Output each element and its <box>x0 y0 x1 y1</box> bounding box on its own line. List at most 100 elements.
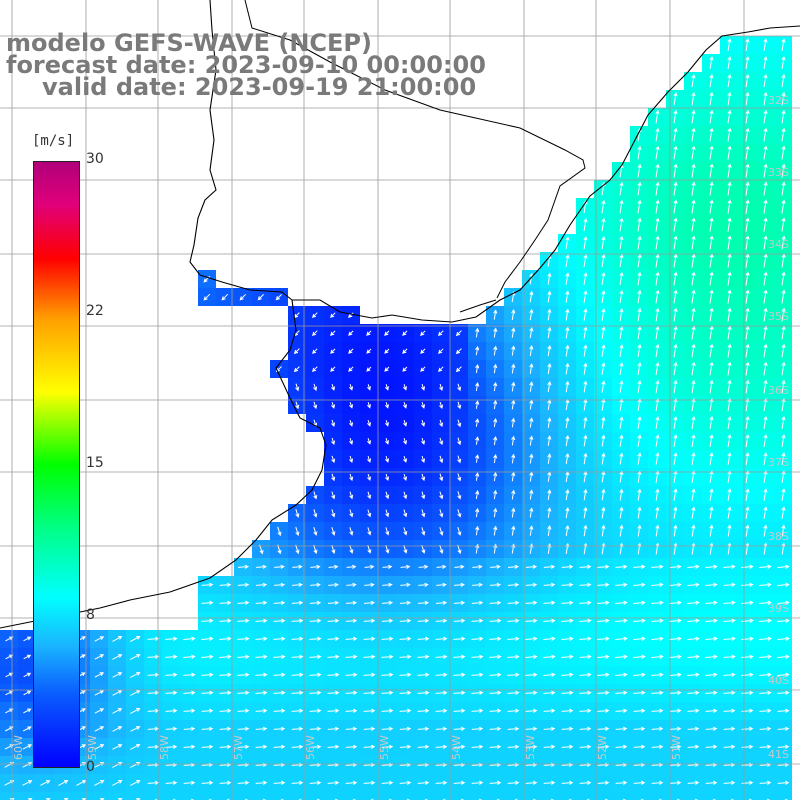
wind-arrow <box>655 361 660 376</box>
wind-arrow <box>345 744 358 749</box>
wind-arrow <box>165 654 178 659</box>
wind-arrow <box>691 361 696 376</box>
wind-arrow <box>219 618 232 623</box>
wind-arrow <box>219 654 232 659</box>
wind-arrow <box>619 289 624 304</box>
wind-arrow <box>781 127 786 142</box>
wind-arrow <box>309 690 322 695</box>
wind-arrow <box>349 527 354 536</box>
wind-arrow <box>777 780 790 785</box>
wind-arrow <box>511 489 516 500</box>
wind-arrow <box>745 343 750 358</box>
lat-label-32s: 32S <box>768 94 789 107</box>
wind-arrow <box>543 636 556 641</box>
wind-arrow <box>763 235 768 250</box>
wind-arrow <box>561 636 574 641</box>
wind-arrow <box>295 383 300 392</box>
wind-arrow <box>633 564 646 569</box>
wind-arrow <box>763 271 768 286</box>
wind-arrow <box>583 416 588 429</box>
wind-arrow <box>45 798 51 800</box>
wind-arrow <box>507 690 520 695</box>
wind-arrow <box>130 672 141 678</box>
wind-arrow <box>345 690 358 695</box>
wind-arrow <box>763 433 768 448</box>
wind-arrow <box>669 654 682 659</box>
wind-arrow <box>291 726 304 731</box>
wind-arrow <box>4 726 14 732</box>
wind-arrow <box>705 672 718 677</box>
wind-arrow <box>421 455 426 463</box>
wind-arrow <box>403 473 408 481</box>
wind-cell <box>648 792 666 800</box>
wind-arrow <box>777 690 790 695</box>
wind-arrow <box>475 525 480 536</box>
wind-arrow <box>183 744 196 749</box>
wind-arrow <box>705 654 718 659</box>
wind-arrow <box>583 362 588 375</box>
wind-arrow <box>475 345 480 356</box>
wind-arrow <box>130 780 141 786</box>
wind-arrow <box>23 636 32 642</box>
wind-arrow <box>583 380 588 393</box>
wind-arrow <box>691 289 696 304</box>
wind-arrow <box>366 330 372 336</box>
wind-arrow <box>561 654 574 659</box>
wind-arrow <box>745 470 750 483</box>
wind-arrow <box>417 672 430 677</box>
wind-arrow <box>763 163 768 178</box>
wind-arrow <box>759 636 772 641</box>
lat-label-38s: 38S <box>768 530 789 543</box>
wind-arrow <box>763 289 768 304</box>
wind-arrow <box>763 452 768 465</box>
wind-arrow <box>777 636 790 641</box>
wind-arrow <box>471 600 484 605</box>
wind-arrow <box>399 744 412 749</box>
wind-arrow <box>781 343 786 358</box>
wind-arrow <box>201 582 214 587</box>
wind-arrow <box>366 402 371 409</box>
wind-arrow <box>727 109 732 124</box>
wind-arrow <box>529 489 534 500</box>
wind-arrow <box>255 582 268 587</box>
wind-arrow <box>183 672 196 677</box>
wind-arrow <box>691 325 696 340</box>
wind-arrow <box>511 363 516 374</box>
wind-arrow <box>435 600 448 605</box>
wind-arrow <box>579 726 592 731</box>
wind-arrow <box>457 383 462 392</box>
wind-arrow <box>691 397 696 412</box>
wind-arrow <box>147 636 160 641</box>
wind-arrow <box>94 672 105 678</box>
wind-arrow <box>255 618 268 623</box>
wind-arrow <box>691 109 696 124</box>
wind-arrow <box>525 636 538 641</box>
wind-arrow <box>727 55 732 70</box>
wind-arrow <box>687 600 700 605</box>
wind-arrow <box>330 348 336 354</box>
wind-arrow <box>201 690 214 695</box>
wind-arrow <box>673 199 678 214</box>
wind-arrow <box>399 726 412 731</box>
wind-arrow <box>453 744 466 749</box>
wind-arrow <box>489 780 502 785</box>
wind-arrow <box>673 163 678 178</box>
wind-arrow <box>723 600 736 605</box>
wind-arrow <box>705 618 718 623</box>
wind-arrow <box>673 289 678 304</box>
wind-arrow <box>5 636 14 642</box>
wind-arrow <box>547 435 552 446</box>
wind-arrow <box>637 253 642 268</box>
wind-arrow <box>759 744 772 749</box>
wind-arrow <box>745 199 750 214</box>
coastline-inland <box>244 0 586 313</box>
wind-arrow <box>745 181 750 196</box>
wind-arrow <box>673 145 678 160</box>
wind-arrow <box>579 672 592 677</box>
wind-arrow <box>525 582 538 587</box>
wind-arrow <box>381 744 394 749</box>
wind-arrow <box>507 708 520 713</box>
wind-arrow <box>745 451 750 466</box>
wind-arrow <box>345 654 358 659</box>
wind-arrow <box>529 326 534 339</box>
